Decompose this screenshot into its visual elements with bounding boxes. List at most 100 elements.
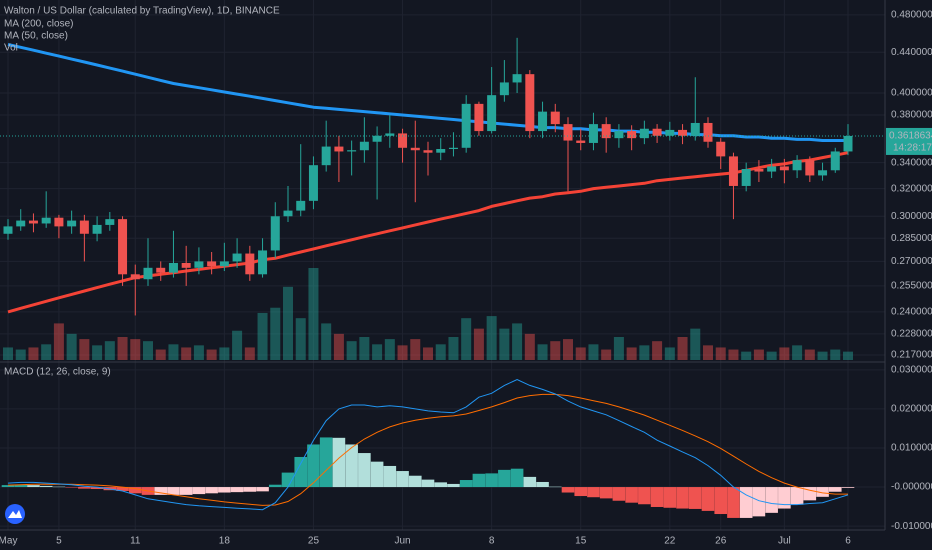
volume-bar (346, 341, 357, 360)
volume (3, 268, 853, 360)
histogram-bar (816, 487, 829, 497)
histogram-bar (574, 487, 588, 497)
candle-body (716, 141, 726, 157)
candle-body (54, 217, 64, 227)
histogram-bar (739, 487, 753, 518)
histogram-bar (841, 487, 855, 488)
volume-bar (779, 347, 790, 360)
histogram-bar (358, 453, 371, 488)
volume-bar (639, 345, 650, 360)
candle-body (258, 250, 268, 275)
volume-bar (295, 318, 306, 360)
logo-icon[interactable] (8, 510, 22, 518)
volume-bar (92, 345, 103, 360)
candle-body (448, 147, 458, 150)
histogram-bar (78, 487, 91, 489)
candle-body (143, 267, 153, 280)
volume-bar (448, 337, 459, 360)
volume-bar (206, 349, 217, 360)
candle-body (219, 261, 229, 267)
candle-body (588, 124, 598, 143)
histogram-bar (179, 487, 193, 495)
candle-body (16, 220, 26, 227)
volume-bar (53, 323, 64, 360)
histogram-bar (319, 437, 333, 488)
volume-bar (664, 347, 675, 360)
candle-body (92, 224, 102, 234)
macd-line (7, 379, 849, 511)
volume-bar (804, 349, 815, 360)
volume-bar (792, 345, 803, 360)
volume-bar (283, 286, 293, 360)
volume-bar (715, 347, 726, 360)
histogram-bar (27, 485, 40, 488)
macd-title: MACD (12, 26, close, 9) (4, 367, 111, 378)
histogram-bar (485, 473, 498, 488)
histogram-bar (714, 487, 728, 515)
histogram-bar (765, 487, 778, 513)
histogram-bar (1, 485, 15, 488)
candle-body (767, 166, 777, 172)
x-tick-label: Jul (778, 536, 791, 547)
candles (0, 37, 885, 316)
histogram-bar (752, 487, 766, 517)
histogram-bar (472, 473, 486, 488)
volume-bar (79, 339, 90, 360)
candle-body (512, 74, 522, 83)
volume-bar (130, 339, 141, 360)
legend-ma200: MA (200, close) (4, 19, 73, 30)
volume-bar (766, 351, 777, 360)
candle-body (270, 216, 280, 251)
last-price-label: 0.3618634 (889, 131, 932, 142)
candle-body (703, 122, 713, 142)
candle-body (843, 135, 853, 152)
candle-body (79, 220, 89, 234)
histogram-bar (701, 487, 715, 511)
volume-bar (575, 347, 586, 360)
volume-bar (104, 341, 115, 360)
histogram-bar (39, 485, 53, 488)
volume-bar (193, 345, 204, 360)
candle-body (423, 150, 433, 153)
signal-line (7, 393, 848, 506)
histogram-bar (599, 487, 613, 499)
logo[interactable] (5, 504, 25, 524)
candle-body (741, 168, 751, 186)
volume-bar (232, 330, 243, 360)
histogram-bar (676, 487, 689, 509)
candle-body (639, 128, 649, 139)
candle-body (678, 129, 688, 136)
histogram-bar (561, 487, 575, 493)
candle-body (410, 147, 420, 151)
candle-body (690, 122, 700, 136)
x-tick-label: Jun (394, 536, 410, 547)
candle-body (118, 219, 128, 275)
candle-body (321, 146, 331, 166)
volume-bar (3, 347, 13, 360)
candle-body (207, 261, 217, 267)
candle-body (830, 151, 840, 171)
histogram-bar (154, 487, 168, 495)
symbol-title: Walton / US Dollar (calculated by Tradin… (4, 6, 280, 17)
histogram-bar (421, 479, 435, 488)
candle-body (398, 133, 408, 148)
volume-bar (155, 349, 166, 360)
x-tick-label: 18 (219, 536, 231, 547)
candle-body (3, 226, 13, 234)
candle-body (194, 261, 204, 268)
candle-body (550, 111, 560, 125)
histogram-bar (523, 476, 537, 488)
volume-bar (588, 344, 599, 360)
candle-body (41, 217, 51, 224)
x-tick-label: May (0, 536, 17, 547)
candle-body (130, 274, 140, 280)
candle-body (67, 220, 77, 227)
